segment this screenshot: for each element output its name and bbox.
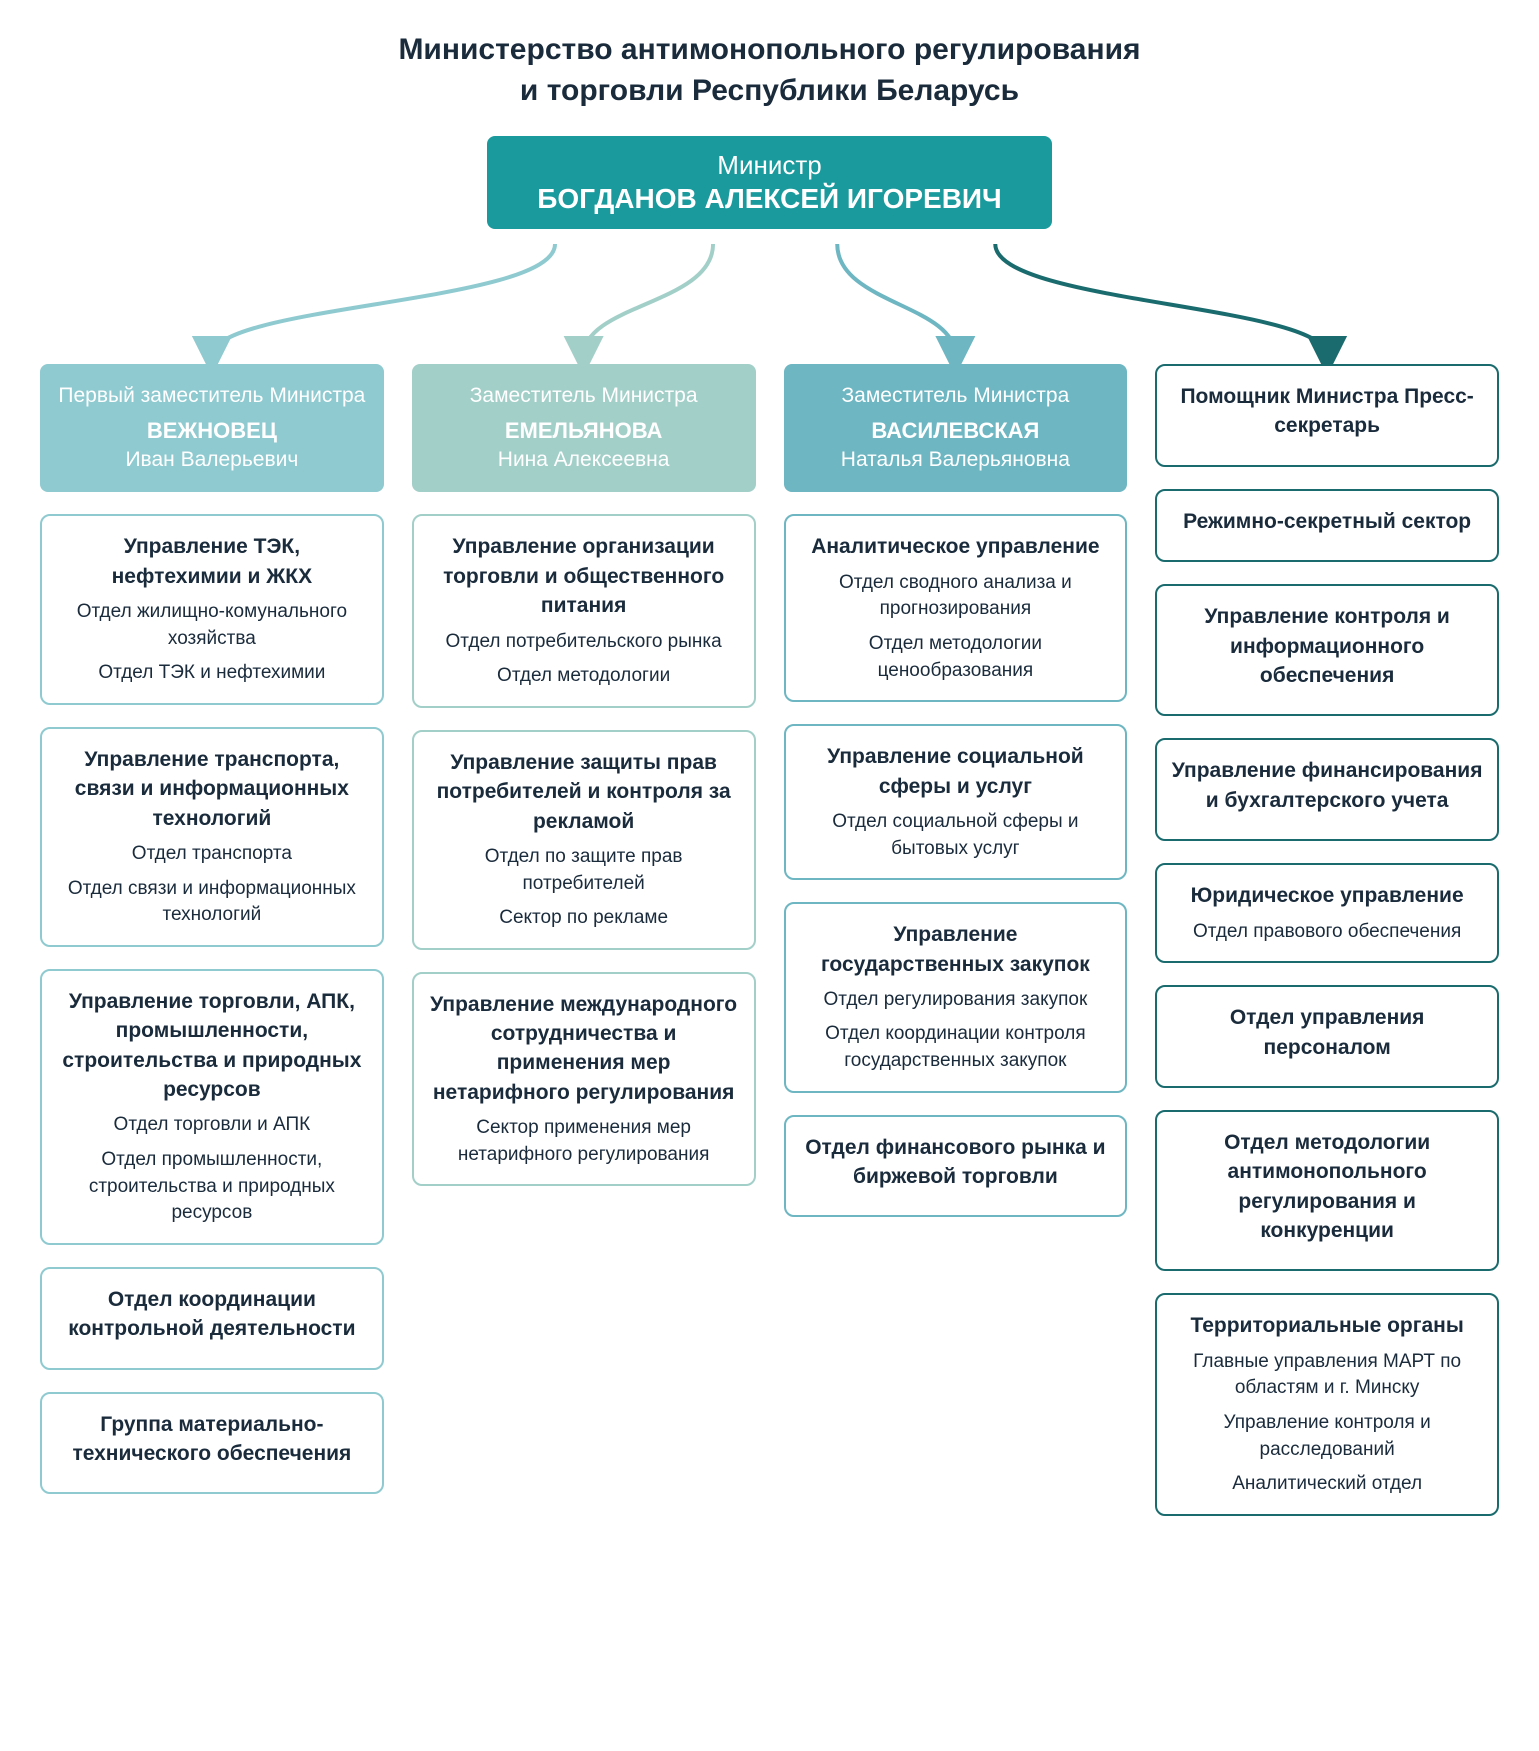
unit-box: Помощник Министра Пресс-секретарь <box>1155 364 1499 467</box>
unit-title: Управление организации торговли и общест… <box>428 532 740 620</box>
unit-dept: Отдел торговли и АПК <box>56 1112 368 1139</box>
unit-title: Управление контроля и информационного об… <box>1171 602 1483 690</box>
unit-title: Управление защиты прав потребителей и ко… <box>428 748 740 836</box>
unit-box: Юридическое управление Отдел правового об… <box>1155 863 1499 963</box>
unit-title: Управление транспорта, связи и информаци… <box>56 745 368 833</box>
unit-box: Управление транспорта, связи и информаци… <box>40 727 384 947</box>
unit-box: Управление организации торговли и общест… <box>412 514 756 707</box>
unit-title: Управление финансирования и бухгалтерско… <box>1171 756 1483 815</box>
unit-box: Территориальные органы Главные управления… <box>1155 1293 1499 1515</box>
arrows-svg <box>40 244 1499 364</box>
unit-dept: Отдел сводного анализа и прогнозирования <box>800 570 1112 623</box>
arrow-2 <box>837 244 955 356</box>
deputy-role: Первый заместитель Министра <box>54 382 370 410</box>
arrow-1 <box>584 244 713 356</box>
unit-title: Режимно-секретный сектор <box>1171 507 1483 536</box>
unit-dept: Отдел по защите прав потребителей <box>428 844 740 897</box>
arrow-0 <box>212 244 555 356</box>
column-0: Первый заместитель Министра ВЕЖНОВЕЦИван … <box>40 364 384 1516</box>
unit-title: Управление торговли, АПК, промышленности… <box>56 987 368 1105</box>
columns-grid: Первый заместитель Министра ВЕЖНОВЕЦИван … <box>40 364 1499 1516</box>
unit-title: Помощник Министра Пресс-секретарь <box>1171 382 1483 441</box>
unit-dept: Отдел социальной сферы и бытовых услуг <box>800 809 1112 862</box>
unit-box: Управление финансирования и бухгалтерско… <box>1155 738 1499 841</box>
org-title-line1: Министерство антимонопольного регулирова… <box>40 30 1499 71</box>
unit-box: Группа материально-технического обеспече… <box>40 1392 384 1495</box>
unit-box: Режимно-секретный сектор <box>1155 489 1499 562</box>
unit-box: Управление государственных закупок Отдел … <box>784 902 1128 1093</box>
unit-title: Группа материально-технического обеспече… <box>56 1410 368 1469</box>
unit-dept: Аналитический отдел <box>1171 1471 1483 1498</box>
minister-name: БОГДАНОВ АЛЕКСЕЙ ИГОРЕВИЧ <box>537 183 1001 215</box>
column-2: Заместитель Министра ВАСИЛЕВСКАЯНаталья В… <box>784 364 1128 1516</box>
unit-box: Управление ТЭК, нефтехимии и ЖКХ Отдел жи… <box>40 514 384 705</box>
unit-box: Отдел методологии антимонопольного регул… <box>1155 1110 1499 1272</box>
unit-box: Отдел финансового рынка и биржевой торго… <box>784 1115 1128 1218</box>
unit-box: Управление защиты прав потребителей и ко… <box>412 730 756 950</box>
minister-title: Министр <box>537 150 1001 181</box>
unit-box: Отдел управления персоналом <box>1155 985 1499 1088</box>
deputy-surname: ЕМЕЛЬЯНОВА <box>426 416 742 446</box>
unit-box: Управление социальной сферы и услуг Отдел… <box>784 724 1128 880</box>
unit-dept: Главные управления МАРТ по областям и г.… <box>1171 1349 1483 1402</box>
deputy-surname: ВЕЖНОВЕЦ <box>54 416 370 446</box>
unit-dept: Сектор по рекламе <box>428 905 740 932</box>
deputy-given: Иван Валерьевич <box>54 446 370 474</box>
unit-title: Отдел финансового рынка и биржевой торго… <box>800 1133 1112 1192</box>
deputy-role: Заместитель Министра <box>798 382 1114 410</box>
arrows-row <box>40 244 1499 364</box>
unit-box: Управление торговли, АПК, промышленности… <box>40 969 384 1245</box>
unit-box: Отдел координации контрольной деятельнос… <box>40 1267 384 1370</box>
deputy-box-2: Заместитель Министра ВАСИЛЕВСКАЯНаталья В… <box>784 364 1128 492</box>
unit-title: Отдел управления персоналом <box>1171 1003 1483 1062</box>
column-3: Помощник Министра Пресс-секретарь Режимно… <box>1155 364 1499 1516</box>
unit-dept: Отдел транспорта <box>56 841 368 868</box>
unit-dept: Отдел координации контроля государственн… <box>800 1021 1112 1074</box>
unit-dept: Отдел промышленности, строительства и пр… <box>56 1147 368 1227</box>
unit-dept: Отдел связи и информационных технологий <box>56 876 368 929</box>
unit-title: Территориальные органы <box>1171 1311 1483 1340</box>
deputy-surname: ВАСИЛЕВСКАЯ <box>798 416 1114 446</box>
deputy-role: Заместитель Министра <box>426 382 742 410</box>
unit-title: Управление государственных закупок <box>800 920 1112 979</box>
arrow-3 <box>995 244 1327 356</box>
unit-box: Управление контроля и информационного об… <box>1155 584 1499 716</box>
unit-title: Юридическое управление <box>1171 881 1483 910</box>
unit-dept: Отдел методологии <box>428 663 740 690</box>
unit-title: Управление международного сотрудничества… <box>428 990 740 1108</box>
unit-title: Управление ТЭК, нефтехимии и ЖКХ <box>56 532 368 591</box>
unit-box: Управление международного сотрудничества… <box>412 972 756 1187</box>
org-title: Министерство антимонопольного регулирова… <box>40 30 1499 111</box>
unit-dept: Отдел правового обеспечения <box>1171 919 1483 946</box>
minister-box: Министр БОГДАНОВ АЛЕКСЕЙ ИГОРЕВИЧ <box>487 136 1051 229</box>
minister-block: Министр БОГДАНОВ АЛЕКСЕЙ ИГОРЕВИЧ <box>40 136 1499 229</box>
unit-title: Аналитическое управление <box>800 532 1112 561</box>
unit-title: Управление социальной сферы и услуг <box>800 742 1112 801</box>
unit-dept: Отдел регулирования закупок <box>800 987 1112 1014</box>
unit-dept: Отдел потребительского рынка <box>428 629 740 656</box>
unit-title: Отдел координации контрольной деятельнос… <box>56 1285 368 1344</box>
unit-dept: Управление контроля и расследований <box>1171 1410 1483 1463</box>
deputy-box-1: Заместитель Министра ЕМЕЛЬЯНОВАНина Алекс… <box>412 364 756 492</box>
unit-title: Отдел методологии антимонопольного регул… <box>1171 1128 1483 1246</box>
unit-dept: Отдел методологии ценообразования <box>800 631 1112 684</box>
deputy-given: Нина Алексеевна <box>426 446 742 474</box>
column-1: Заместитель Министра ЕМЕЛЬЯНОВАНина Алекс… <box>412 364 756 1516</box>
unit-dept: Отдел жилищно-комунального хозяйства <box>56 599 368 652</box>
deputy-given: Наталья Валерьяновна <box>798 446 1114 474</box>
unit-dept: Сектор применения мер нетарифного регули… <box>428 1115 740 1168</box>
unit-dept: Отдел ТЭК и нефтехимии <box>56 660 368 687</box>
deputy-box-0: Первый заместитель Министра ВЕЖНОВЕЦИван … <box>40 364 384 492</box>
unit-box: Аналитическое управление Отдел сводного а… <box>784 514 1128 702</box>
org-title-line2: и торговли Республики Беларусь <box>40 71 1499 112</box>
